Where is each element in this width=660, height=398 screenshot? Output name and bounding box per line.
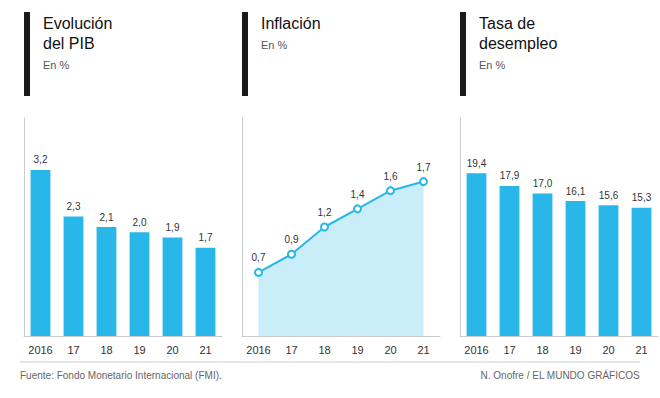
svg-text:1,2: 1,2 xyxy=(318,207,332,218)
svg-text:1,4: 1,4 xyxy=(351,189,365,200)
svg-text:N. Onofre / EL MUNDO GRÁFICOS: N. Onofre / EL MUNDO GRÁFICOS xyxy=(481,369,640,381)
svg-text:18: 18 xyxy=(100,344,112,356)
svg-text:15,3: 15,3 xyxy=(632,192,652,203)
svg-text:Fuente: Fondo Monetario Intern: Fuente: Fondo Monetario Internacional (F… xyxy=(20,370,222,381)
svg-text:20: 20 xyxy=(166,344,178,356)
svg-text:1,9: 1,9 xyxy=(166,222,180,233)
svg-text:2,1: 2,1 xyxy=(100,212,114,223)
svg-text:15,6: 15,6 xyxy=(599,190,619,201)
svg-text:17: 17 xyxy=(285,344,297,356)
svg-text:2016: 2016 xyxy=(464,344,488,356)
svg-text:18: 18 xyxy=(318,344,330,356)
svg-text:del PIB: del PIB xyxy=(43,35,95,52)
svg-text:19,4: 19,4 xyxy=(467,158,487,169)
svg-text:1,7: 1,7 xyxy=(199,232,213,243)
svg-text:19: 19 xyxy=(351,344,363,356)
svg-text:17,9: 17,9 xyxy=(500,170,520,181)
svg-text:17: 17 xyxy=(503,344,515,356)
svg-text:En %: En % xyxy=(479,59,506,71)
svg-text:16,1: 16,1 xyxy=(566,186,586,197)
svg-text:2016: 2016 xyxy=(246,344,270,356)
svg-text:21: 21 xyxy=(199,344,211,356)
svg-text:2,3: 2,3 xyxy=(67,201,81,212)
svg-text:21: 21 xyxy=(417,344,429,356)
svg-text:20: 20 xyxy=(602,344,614,356)
svg-text:2016: 2016 xyxy=(28,344,52,356)
svg-text:0,9: 0,9 xyxy=(285,234,299,245)
svg-text:Tasa de: Tasa de xyxy=(479,15,535,32)
svg-text:Evolución: Evolución xyxy=(43,15,112,32)
svg-text:0,7: 0,7 xyxy=(252,252,266,263)
svg-text:En %: En % xyxy=(43,59,70,71)
svg-text:1,6: 1,6 xyxy=(384,171,398,182)
svg-text:En %: En % xyxy=(261,39,288,51)
svg-text:desempleo: desempleo xyxy=(479,35,557,52)
svg-text:17,0: 17,0 xyxy=(533,178,553,189)
svg-text:3,2: 3,2 xyxy=(34,154,48,165)
svg-text:19: 19 xyxy=(133,344,145,356)
svg-text:2,0: 2,0 xyxy=(133,217,147,228)
svg-text:19: 19 xyxy=(569,344,581,356)
svg-text:20: 20 xyxy=(384,344,396,356)
svg-text:17: 17 xyxy=(67,344,79,356)
svg-text:18: 18 xyxy=(536,344,548,356)
svg-text:21: 21 xyxy=(635,344,647,356)
svg-text:1,7: 1,7 xyxy=(417,162,431,173)
svg-text:Inflación: Inflación xyxy=(261,15,321,32)
